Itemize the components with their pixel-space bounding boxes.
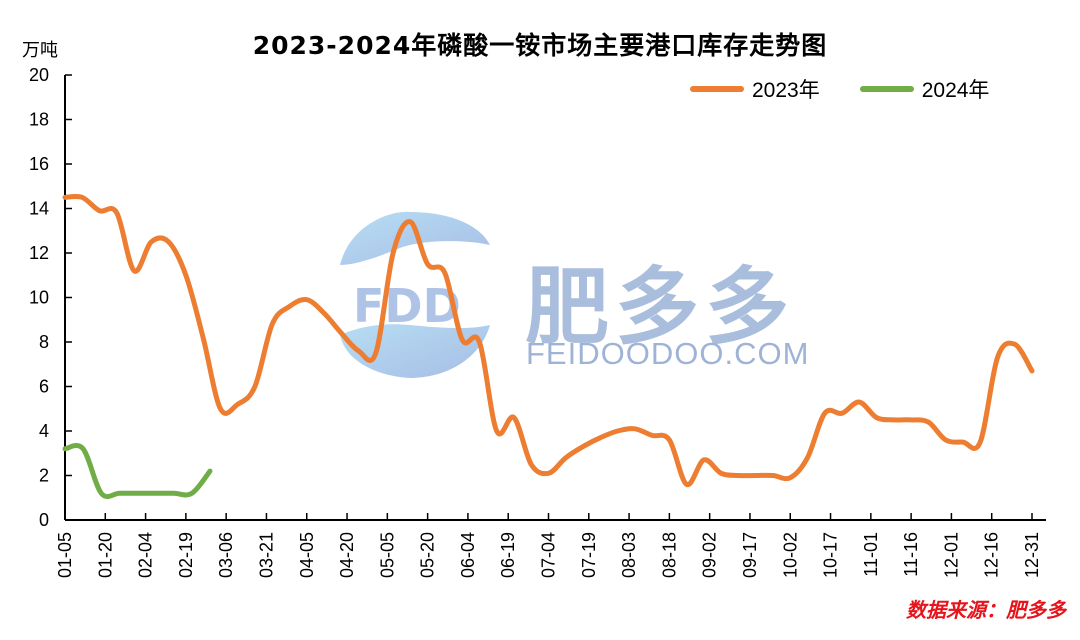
legend: 2023年 2024年: [690, 74, 1029, 104]
y-axis-unit: 万吨: [22, 40, 58, 61]
x-tick-label: 12-01: [941, 532, 961, 578]
watermark-brand-url: FEIDOODOO.COM: [526, 336, 810, 371]
legend-label-2023: 2023年: [752, 79, 820, 102]
watermark-brand-cn: 肥多多: [525, 258, 796, 356]
y-tick-label: 10: [29, 288, 49, 308]
y-tick-label: 12: [29, 243, 49, 263]
y-tick-label: 0: [39, 510, 49, 530]
x-tick-label: 08-18: [659, 532, 679, 578]
x-tick-label: 10-17: [821, 532, 841, 578]
svg-text:FDD: FDD: [353, 279, 461, 333]
y-tick-label: 16: [29, 154, 49, 174]
x-tick-label: 02-04: [136, 532, 156, 578]
axes: 0 2 4 6 8 10 12 14 16 18 20 01-05 01-20 02-04 02-19 03-…: [29, 65, 1046, 578]
y-tick-label: 6: [39, 377, 49, 397]
legend-swatch-2024: [859, 86, 914, 92]
x-tick-label: 11-16: [901, 532, 921, 577]
series-line-2023: [62, 193, 1035, 487]
y-tick-label: 14: [29, 199, 49, 219]
x-tick-label: 05-20: [418, 532, 438, 578]
x-tick-label: 06-04: [458, 532, 478, 578]
legend-item-2023: 2023年: [690, 74, 820, 104]
y-tick-label: 20: [29, 65, 49, 85]
x-tick-label: 03-06: [216, 532, 236, 578]
x-tick-label: 04-05: [297, 532, 317, 578]
legend-item-2024: 2024年: [859, 74, 990, 104]
x-tick-label: 07-19: [579, 532, 599, 578]
x-tick-label: 10-02: [780, 532, 800, 578]
y-tick-label: 8: [39, 332, 49, 352]
y-tick-label: 18: [29, 110, 49, 130]
chart-title: 2023-2024年磷酸一铵市场主要港口库存走势图: [252, 31, 828, 60]
x-tick-label: 12-31: [1022, 532, 1042, 578]
x-tick-label: 03-21: [256, 532, 276, 578]
x-tick-label: 09-02: [700, 532, 720, 578]
series-lines: [62, 193, 1035, 500]
y-tick-label: 2: [39, 466, 49, 486]
x-tick-label: 12-16: [982, 532, 1002, 578]
y-tick-label: 4: [39, 421, 49, 441]
x-tick-label: 07-04: [539, 532, 559, 578]
legend-swatch-2023: [690, 86, 744, 92]
x-tick-label: 04-20: [337, 532, 357, 578]
x-tick-label: 05-05: [377, 532, 397, 578]
x-tick-label: 08-03: [619, 532, 639, 578]
x-tick-label: 06-19: [498, 532, 518, 578]
x-tick-label: 09-17: [740, 532, 760, 578]
x-tick-label: 01-20: [95, 532, 115, 578]
series-line-2024: [62, 443, 213, 500]
data-source-note: 数据来源：肥多多: [906, 598, 1066, 622]
legend-label-2024: 2024年: [921, 79, 990, 102]
x-tick-label: 02-19: [176, 532, 196, 578]
x-tick-label: 11-01: [861, 532, 881, 577]
x-tick-label: 01-05: [55, 532, 75, 578]
